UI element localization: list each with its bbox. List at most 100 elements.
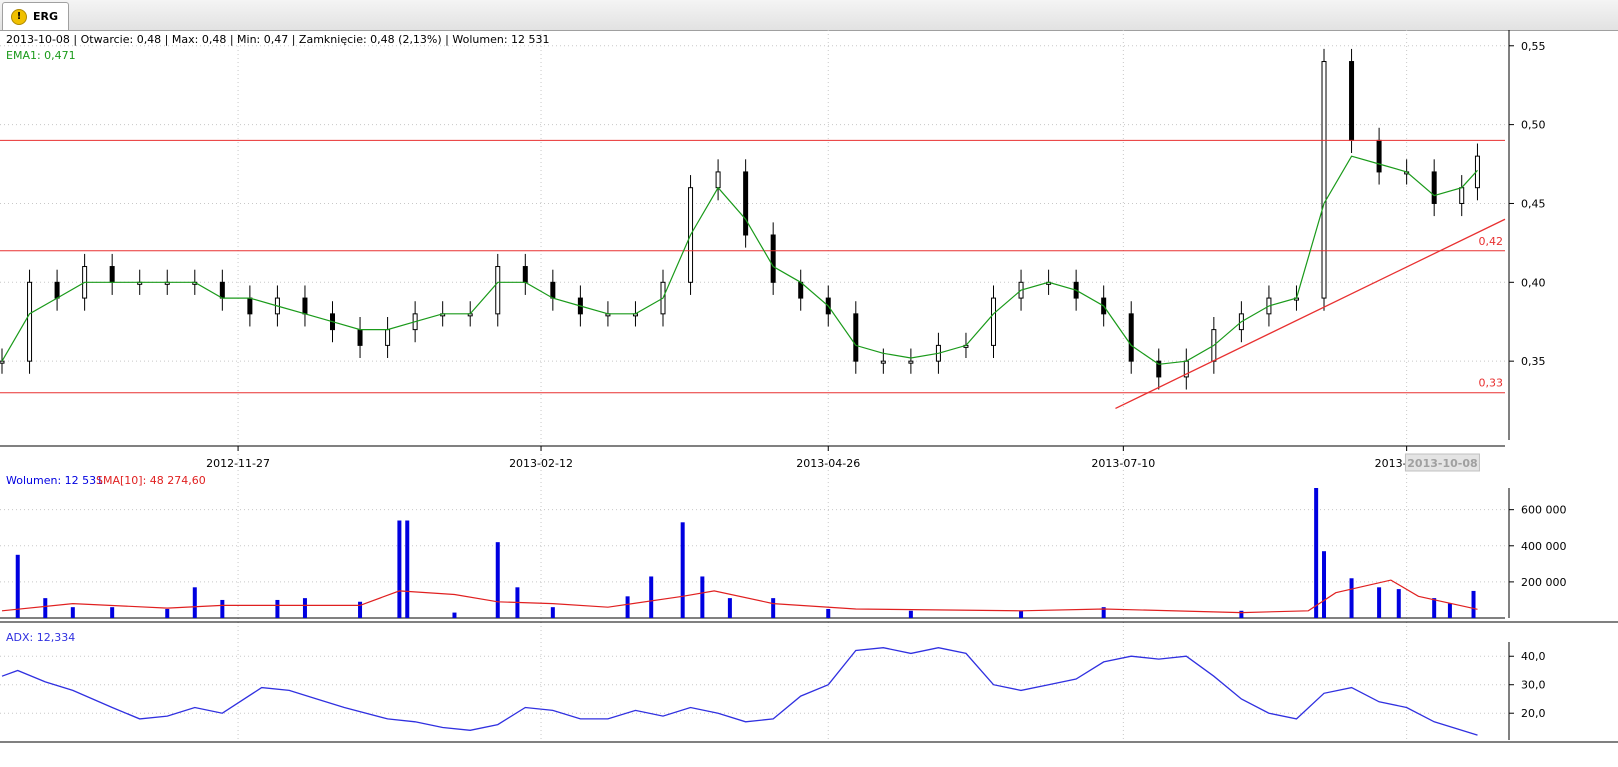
price-candle: [550, 281, 556, 299]
price-candle: [1321, 61, 1327, 299]
volume-bar: [1314, 488, 1319, 618]
x-tick-label: 2012-11-27: [206, 457, 270, 470]
volume-bar: [110, 607, 115, 618]
price-candle: [302, 297, 308, 315]
volume-bar: [1447, 603, 1452, 618]
sma-label: SMA[10]: 48 274,60: [96, 474, 206, 487]
price-series: [0, 48, 1480, 390]
price-candle: [880, 360, 886, 364]
volume-bar: [727, 598, 732, 618]
price-y-tick-label: 0,45: [1521, 197, 1546, 210]
volume-bar: [1396, 589, 1401, 618]
adx-line: [1, 647, 1478, 736]
price-y-tick-label: 0,50: [1521, 119, 1546, 132]
volume-bar: [302, 598, 307, 618]
ema-series: [1, 155, 1478, 365]
price-y-tick-label: 0,40: [1521, 276, 1546, 289]
volume-bar: [625, 596, 630, 618]
volume-bar: [495, 542, 500, 618]
price-candle: [798, 281, 804, 299]
line-value-label: 0,33: [1479, 377, 1504, 390]
trendline[interactable]: [1115, 218, 1506, 410]
x-tick-label: 2013-07-10: [1091, 457, 1155, 470]
price-y-tick-label: 0,35: [1521, 355, 1546, 368]
tab-title: ERG: [33, 10, 59, 23]
price-candle: [27, 281, 33, 362]
price-candle: [1156, 360, 1162, 378]
adx-y-tick-label: 20,0: [1521, 707, 1546, 720]
volume-bar: [397, 520, 402, 618]
ema-line: [1, 155, 1478, 365]
volume-bar: [358, 601, 363, 618]
price-candle: [1376, 139, 1382, 173]
price-candle: [219, 281, 225, 299]
volume-bar: [452, 612, 457, 618]
volume-bar: [1322, 551, 1327, 618]
adx-series: [1, 647, 1478, 736]
volume-bar: [1377, 587, 1382, 618]
x-tick-label: 2013-04-26: [796, 457, 860, 470]
price-candle: [385, 329, 391, 346]
tab-erg[interactable]: ! ERG: [2, 2, 70, 30]
line-value-label: 0,42: [1479, 235, 1504, 248]
price-candle: [743, 171, 749, 236]
volume-bar: [1349, 578, 1354, 618]
volume-y-tick-label: 200 000: [1521, 576, 1567, 589]
current-date-marker: [1404, 453, 1480, 472]
sma-line: [1, 579, 1478, 614]
trend-line: [1115, 218, 1506, 410]
x-tick-label: 2013-02-12: [509, 457, 573, 470]
volume-bar: [826, 608, 831, 618]
volume-y-tick-label: 400 000: [1521, 540, 1567, 553]
y-axis-ticks: 0,35 0,40 0,45 0,50 0,55 200 000 400 000 600 00…: [1509, 40, 1567, 720]
adx-y-tick-label: 30,0: [1521, 679, 1546, 692]
volume-bar: [908, 610, 913, 618]
volume-bar: [275, 599, 280, 618]
volume-bar: [165, 608, 170, 618]
volume-bar: [649, 576, 654, 618]
price-candle: [0, 360, 5, 364]
price-y-tick-label: 0,55: [1521, 40, 1546, 53]
chart-canvas[interactable]: 0,42 0,33 0,35 0,40 0,45 0,50 0,55 200 000 400 …: [0, 30, 1618, 767]
volume-bar: [1019, 610, 1024, 618]
price-candle: [1349, 61, 1355, 141]
price-candle: [54, 281, 60, 299]
price-candle: [495, 266, 501, 315]
warning-icon: !: [11, 8, 27, 25]
volume-bar: [220, 599, 225, 618]
volume-bar: [70, 607, 75, 618]
sma-series: [1, 579, 1478, 614]
adx-label: ADX: 12,334: [6, 631, 75, 644]
volume-bar: [192, 587, 197, 618]
volume-bar: [1471, 590, 1476, 618]
x-axis-ticks: 2012-11-27 2013-02-12 2013-04-26 2013-07-10…: [206, 446, 1480, 472]
adx-y-tick-label: 40,0: [1521, 650, 1546, 663]
price-candle: [1431, 171, 1437, 204]
ohlc-info: 2013-10-08 | Otwarcie: 0,48 | Max: 0,48 …: [6, 33, 550, 46]
volume-bar: [700, 576, 705, 618]
volume-bar: [15, 554, 20, 618]
price-candle: [109, 266, 115, 283]
price-candle: [853, 313, 859, 362]
volume-y-tick-label: 600 000: [1521, 504, 1567, 517]
volume-bars: [15, 488, 1476, 618]
horizontal-lines[interactable]: 0,42 0,33: [0, 139, 1505, 394]
volume-bar: [1432, 598, 1437, 618]
price-candle: [770, 234, 776, 283]
price-candle: [1459, 187, 1465, 204]
price-candle: [247, 297, 253, 315]
volume-label: Wolumen: 12 531: [6, 474, 103, 487]
volume-bar: [550, 607, 555, 618]
volume-bar: [1239, 610, 1244, 618]
price-candle: [357, 329, 363, 346]
volume-bar: [1101, 607, 1106, 618]
price-candle: [991, 297, 997, 346]
ema-label: EMA1: 0,471: [6, 49, 76, 62]
volume-bar: [405, 520, 410, 618]
price-candle: [908, 360, 914, 364]
price-candle: [522, 266, 528, 283]
panel-frames: [0, 30, 1618, 743]
volume-bar: [680, 522, 685, 618]
grid-lines: [0, 30, 1505, 742]
volume-bar: [771, 598, 776, 618]
